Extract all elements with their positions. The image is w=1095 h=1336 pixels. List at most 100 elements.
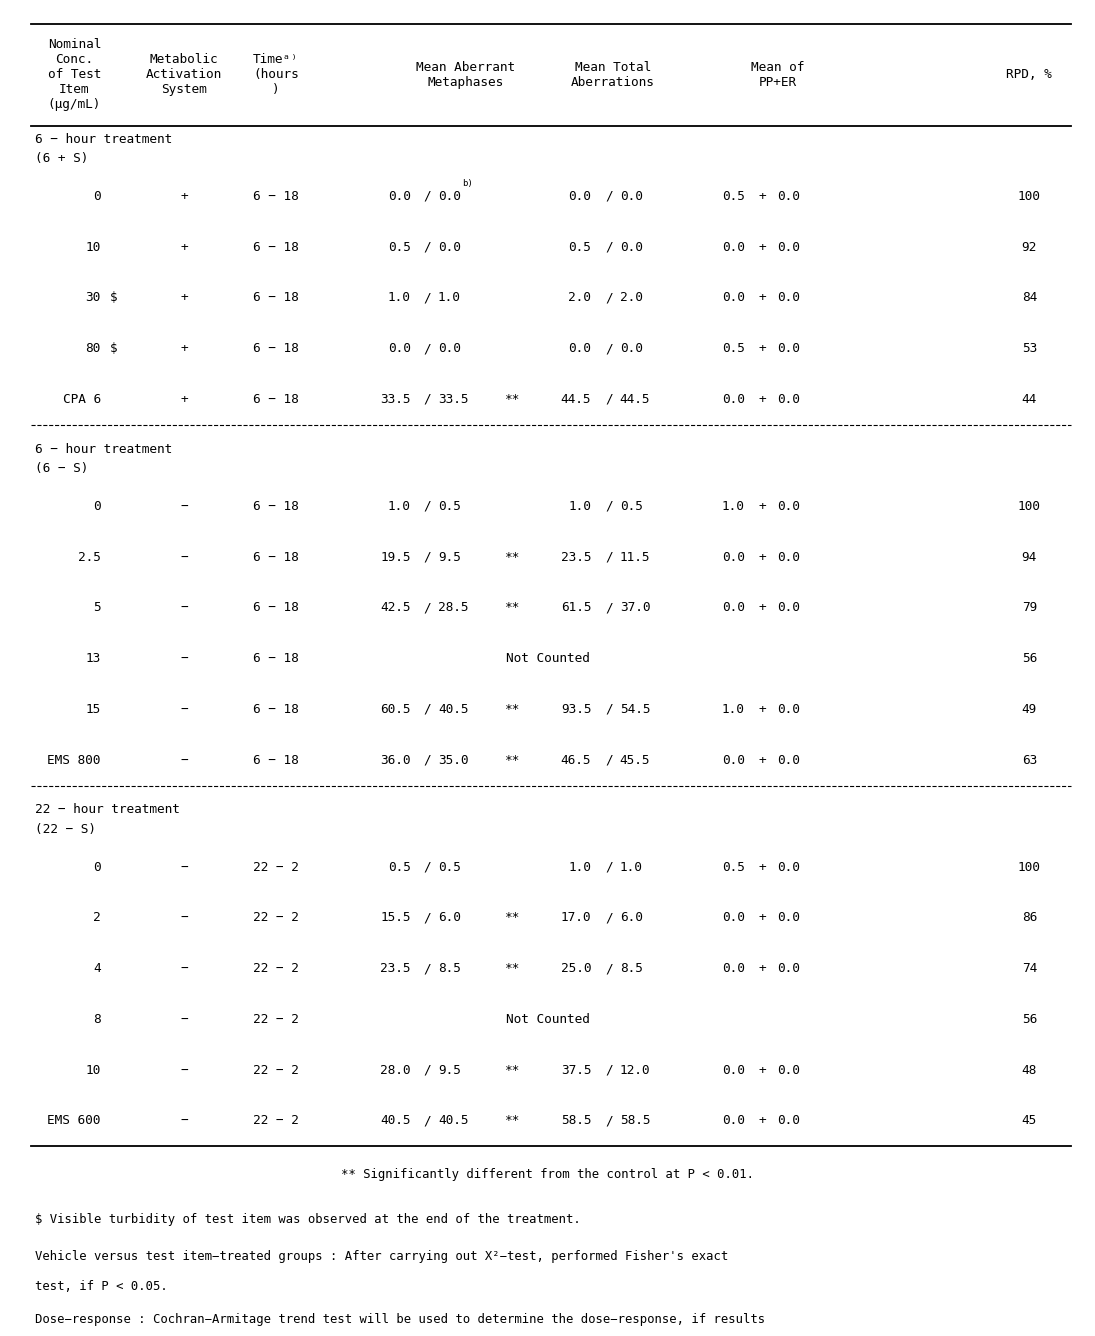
Text: 6 − 18: 6 − 18 [253,393,299,406]
Text: (6 − S): (6 − S) [35,462,89,476]
Text: Mean Total
Aberrations: Mean Total Aberrations [572,61,655,88]
Text: −: − [181,962,187,975]
Text: 94: 94 [1022,550,1037,564]
Text: 74: 74 [1022,962,1037,975]
Text: 0.0: 0.0 [722,601,745,615]
Text: /: / [424,601,430,615]
Text: 6 − 18: 6 − 18 [253,550,299,564]
Text: +: + [759,500,765,513]
Text: −: − [181,703,187,716]
Text: 44: 44 [1022,393,1037,406]
Text: 33.5: 33.5 [438,393,469,406]
Text: +: + [759,860,765,874]
Text: 48: 48 [1022,1063,1037,1077]
Text: 0.0: 0.0 [722,754,745,767]
Text: −: − [181,1114,187,1128]
Text: +: + [759,1114,765,1128]
Text: 0.0: 0.0 [722,240,745,254]
Text: 22 − 2: 22 − 2 [253,860,299,874]
Text: **: ** [505,393,520,406]
Text: 1.0: 1.0 [438,291,461,305]
Text: /: / [424,911,430,925]
Text: 10: 10 [85,240,101,254]
Text: 46.5: 46.5 [561,754,591,767]
Text: +: + [759,393,765,406]
Text: 9.5: 9.5 [438,550,461,564]
Text: 56: 56 [1022,652,1037,665]
Text: 86: 86 [1022,911,1037,925]
Text: /: / [424,291,430,305]
Text: 6 − 18: 6 − 18 [253,291,299,305]
Text: 0.0: 0.0 [777,860,800,874]
Text: Not Counted: Not Counted [506,1013,589,1026]
Text: 44.5: 44.5 [561,393,591,406]
Text: Not Counted: Not Counted [506,652,589,665]
Text: 6 − 18: 6 − 18 [253,190,299,203]
Text: 45.5: 45.5 [620,754,650,767]
Text: 0.0: 0.0 [620,190,643,203]
Text: 0: 0 [93,860,101,874]
Text: −: − [181,911,187,925]
Text: $ Visible turbidity of test item was observed at the end of the treatment.: $ Visible turbidity of test item was obs… [35,1213,580,1226]
Text: 6 − hour treatment: 6 − hour treatment [35,132,172,146]
Text: ** Significantly different from the control at P < 0.01.: ** Significantly different from the cont… [341,1168,754,1181]
Text: /: / [606,703,612,716]
Text: −: − [181,1063,187,1077]
Text: 100: 100 [1018,190,1040,203]
Text: 0.0: 0.0 [568,342,591,355]
Text: 22 − 2: 22 − 2 [253,1013,299,1026]
Text: /: / [606,393,612,406]
Text: 1.0: 1.0 [722,703,745,716]
Text: +: + [759,190,765,203]
Text: 10: 10 [85,1063,101,1077]
Text: 45: 45 [1022,1114,1037,1128]
Text: Nominal
Conc.
of Test
Item
(μg/mL): Nominal Conc. of Test Item (μg/mL) [48,39,101,111]
Text: $: $ [110,342,117,355]
Text: 44.5: 44.5 [620,393,650,406]
Text: 60.5: 60.5 [380,703,411,716]
Text: +: + [759,703,765,716]
Text: 100: 100 [1018,860,1040,874]
Text: 5: 5 [93,601,101,615]
Text: 6.0: 6.0 [438,911,461,925]
Text: +: + [759,601,765,615]
Text: −: − [181,601,187,615]
Text: 23.5: 23.5 [380,962,411,975]
Text: 8: 8 [93,1013,101,1026]
Text: /: / [424,754,430,767]
Text: 0.0: 0.0 [438,190,461,203]
Text: RPD, %: RPD, % [1006,68,1052,81]
Text: **: ** [505,550,520,564]
Text: 58.5: 58.5 [561,1114,591,1128]
Text: /: / [424,342,430,355]
Text: 40.5: 40.5 [438,1114,469,1128]
Text: −: − [181,500,187,513]
Text: 40.5: 40.5 [380,1114,411,1128]
Text: 84: 84 [1022,291,1037,305]
Text: 19.5: 19.5 [380,550,411,564]
Text: 100: 100 [1018,500,1040,513]
Text: 28.0: 28.0 [380,1063,411,1077]
Text: 6 − 18: 6 − 18 [253,652,299,665]
Text: 0.5: 0.5 [388,860,411,874]
Text: 0.0: 0.0 [777,911,800,925]
Text: 0.5: 0.5 [620,500,643,513]
Text: 37.0: 37.0 [620,601,650,615]
Text: 22 − 2: 22 − 2 [253,911,299,925]
Text: /: / [424,1063,430,1077]
Text: /: / [424,190,430,203]
Text: **: ** [505,754,520,767]
Text: /: / [606,601,612,615]
Text: 0.0: 0.0 [777,550,800,564]
Text: (22 − S): (22 − S) [35,823,96,836]
Text: **: ** [505,1114,520,1128]
Text: 28.5: 28.5 [438,601,469,615]
Text: Mean of
PP+ER: Mean of PP+ER [751,61,804,88]
Text: 0.0: 0.0 [777,1063,800,1077]
Text: 9.5: 9.5 [438,1063,461,1077]
Text: 8.5: 8.5 [620,962,643,975]
Text: 0.5: 0.5 [722,860,745,874]
Text: /: / [424,703,430,716]
Text: /: / [606,911,612,925]
Text: /: / [424,962,430,975]
